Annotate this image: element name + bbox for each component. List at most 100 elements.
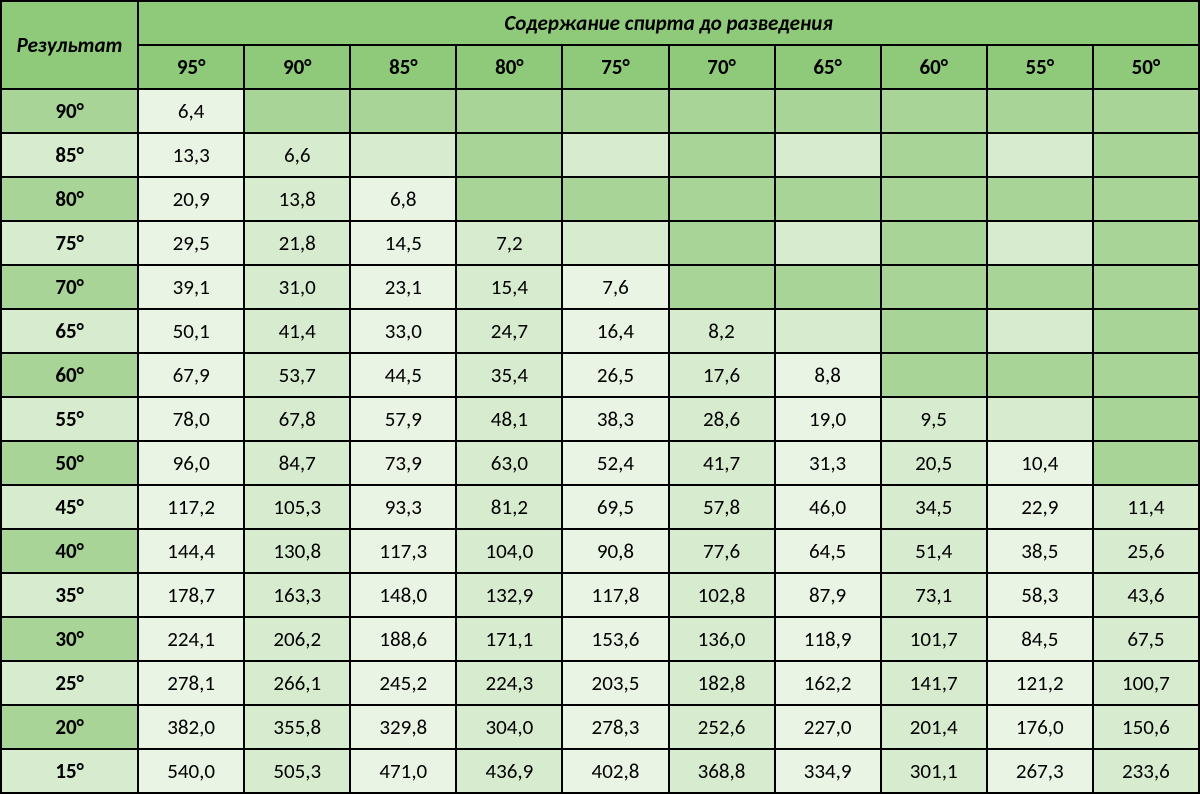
table-cell: 57,9 xyxy=(350,397,456,441)
top-header: Содержание спирта до разведения xyxy=(138,1,1199,45)
table-cell: 11,4 xyxy=(1093,485,1199,529)
table-cell: 17,6 xyxy=(669,353,775,397)
table-cell: 38,5 xyxy=(987,529,1093,573)
table-cell: 245,2 xyxy=(350,661,456,705)
table-cell: 101,7 xyxy=(881,617,987,661)
table-row: 90°6,4 xyxy=(1,89,1199,133)
table-cell: 471,0 xyxy=(350,749,456,793)
table-cell: 35,4 xyxy=(456,353,562,397)
table-cell: 278,1 xyxy=(138,661,244,705)
table-cell: 188,6 xyxy=(350,617,456,661)
table-cell xyxy=(881,309,987,353)
column-header: 95° xyxy=(138,45,244,89)
table-cell: 13,3 xyxy=(138,133,244,177)
table-cell: 26,5 xyxy=(562,353,668,397)
table-cell: 368,8 xyxy=(669,749,775,793)
table-cell: 81,2 xyxy=(456,485,562,529)
table-cell xyxy=(881,221,987,265)
table-cell: 153,6 xyxy=(562,617,668,661)
table-cell: 21,8 xyxy=(244,221,350,265)
table-cell: 171,1 xyxy=(456,617,562,661)
table-cell: 105,3 xyxy=(244,485,350,529)
row-header: 70° xyxy=(1,265,138,309)
row-header: 65° xyxy=(1,309,138,353)
table-row: 15°540,0505,3471,0436,9402,8368,8334,930… xyxy=(1,749,1199,793)
table-cell: 15,4 xyxy=(456,265,562,309)
table-cell xyxy=(456,133,562,177)
table-cell: 304,0 xyxy=(456,705,562,749)
table-cell: 104,0 xyxy=(456,529,562,573)
table-cell xyxy=(669,177,775,221)
row-header: 90° xyxy=(1,89,138,133)
table-cell xyxy=(669,265,775,309)
table-cell xyxy=(775,221,881,265)
column-header: 70° xyxy=(669,45,775,89)
table-cell: 67,9 xyxy=(138,353,244,397)
table-cell xyxy=(1093,309,1199,353)
table-cell: 43,6 xyxy=(1093,573,1199,617)
table-cell xyxy=(1093,353,1199,397)
row-header: 20° xyxy=(1,705,138,749)
table-row: 80°20,913,86,8 xyxy=(1,177,1199,221)
table-cell xyxy=(562,221,668,265)
table-cell: 117,2 xyxy=(138,485,244,529)
table-cell: 436,9 xyxy=(456,749,562,793)
table-cell xyxy=(881,133,987,177)
table-row: 30°224,1206,2188,6171,1153,6136,0118,910… xyxy=(1,617,1199,661)
table-cell: 382,0 xyxy=(138,705,244,749)
table-cell: 8,8 xyxy=(775,353,881,397)
table-cell: 117,3 xyxy=(350,529,456,573)
table-cell: 163,3 xyxy=(244,573,350,617)
table-cell: 63,0 xyxy=(456,441,562,485)
table-cell: 53,7 xyxy=(244,353,350,397)
table-cell: 267,3 xyxy=(987,749,1093,793)
table-cell: 141,7 xyxy=(881,661,987,705)
table-cell xyxy=(456,89,562,133)
table-cell: 148,0 xyxy=(350,573,456,617)
table-cell: 33,0 xyxy=(350,309,456,353)
column-header: 80° xyxy=(456,45,562,89)
table-row: 50°96,084,773,963,052,441,731,320,510,4 xyxy=(1,441,1199,485)
header-row-2: 95°90°85°80°75°70°65°60°55°50° xyxy=(1,45,1199,89)
table-cell: 28,6 xyxy=(669,397,775,441)
table-cell: 6,4 xyxy=(138,89,244,133)
table-cell xyxy=(1093,177,1199,221)
table-cell xyxy=(775,177,881,221)
table-cell: 121,2 xyxy=(987,661,1093,705)
row-header: 30° xyxy=(1,617,138,661)
table-row: 35°178,7163,3148,0132,9117,8102,887,973,… xyxy=(1,573,1199,617)
table-row: 70°39,131,023,115,47,6 xyxy=(1,265,1199,309)
table-cell: 136,0 xyxy=(669,617,775,661)
table-cell: 162,2 xyxy=(775,661,881,705)
table-cell: 52,4 xyxy=(562,441,668,485)
column-header: 50° xyxy=(1093,45,1199,89)
table-cell: 8,2 xyxy=(669,309,775,353)
table-cell: 150,6 xyxy=(1093,705,1199,749)
table-cell: 13,8 xyxy=(244,177,350,221)
table-cell xyxy=(350,89,456,133)
table-row: 45°117,2105,393,381,269,557,846,034,522,… xyxy=(1,485,1199,529)
table-cell: 84,5 xyxy=(987,617,1093,661)
table-row: 75°29,521,814,57,2 xyxy=(1,221,1199,265)
table-cell: 132,9 xyxy=(456,573,562,617)
column-header: 90° xyxy=(244,45,350,89)
table-row: 20°382,0355,8329,8304,0278,3252,6227,020… xyxy=(1,705,1199,749)
header-row-1: Результат Содержание спирта до разведени… xyxy=(1,1,1199,45)
table-cell: 64,5 xyxy=(775,529,881,573)
table-cell xyxy=(987,89,1093,133)
table-row: 55°78,067,857,948,138,328,619,09,5 xyxy=(1,397,1199,441)
table-cell xyxy=(775,89,881,133)
table-cell: 201,4 xyxy=(881,705,987,749)
table-cell xyxy=(1093,133,1199,177)
row-header: 75° xyxy=(1,221,138,265)
table-cell xyxy=(456,177,562,221)
table-cell: 57,8 xyxy=(669,485,775,529)
table-cell xyxy=(881,89,987,133)
table-cell xyxy=(562,133,668,177)
table-cell: 41,7 xyxy=(669,441,775,485)
table-cell: 58,3 xyxy=(987,573,1093,617)
table-cell xyxy=(1093,221,1199,265)
table-cell xyxy=(775,133,881,177)
table-cell: 227,0 xyxy=(775,705,881,749)
table-cell: 100,7 xyxy=(1093,661,1199,705)
